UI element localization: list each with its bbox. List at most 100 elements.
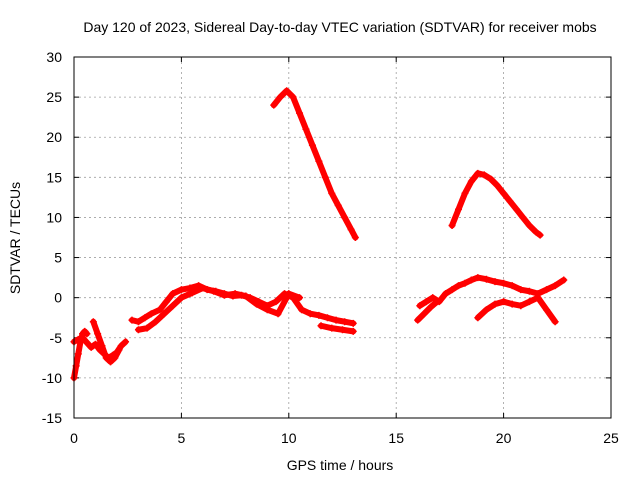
data-point [160, 310, 168, 318]
data-point [276, 93, 284, 101]
data-point [177, 286, 185, 294]
y-tick-label: 10 [46, 209, 62, 225]
data-point [536, 231, 544, 239]
data-point [474, 274, 482, 282]
x-axis-label: GPS time / hours [287, 457, 394, 473]
data-point [242, 292, 250, 300]
data-point [147, 310, 155, 318]
data-point [162, 298, 170, 306]
data-point [474, 169, 482, 177]
data-point [532, 228, 540, 236]
data-point [76, 338, 84, 346]
y-tick-label: 20 [46, 129, 62, 145]
data-point [253, 300, 261, 308]
data-point [341, 318, 349, 326]
data-point [482, 275, 490, 283]
data-point [543, 306, 551, 314]
data-point [210, 287, 218, 295]
data-point [351, 234, 359, 241]
y-tick-label: -10 [42, 370, 62, 386]
data-point [493, 181, 501, 189]
data-point [128, 316, 136, 324]
data-point [177, 294, 185, 302]
data-point [289, 93, 297, 101]
data-point [349, 319, 357, 327]
data-point [199, 284, 207, 292]
y-tick-label: 30 [46, 49, 62, 65]
data-point [525, 287, 533, 295]
data-point [551, 318, 559, 326]
data-point [347, 225, 355, 233]
series-trace [128, 282, 357, 327]
satellite-track-10 [474, 294, 559, 326]
data-point [141, 314, 149, 322]
data-point [321, 173, 329, 181]
data-point [263, 306, 271, 314]
data-point [339, 326, 346, 334]
data-point [186, 284, 194, 292]
data-point [317, 322, 325, 330]
satellite-track-7 [270, 87, 359, 241]
data-point [94, 330, 102, 338]
tick-layer [73, 56, 612, 419]
data-point [442, 290, 450, 298]
data-point [491, 300, 499, 308]
data-point [482, 306, 490, 314]
y-tick-label: 5 [54, 250, 62, 266]
data-point [508, 300, 516, 308]
data-point [98, 342, 106, 350]
data-point [83, 339, 91, 347]
y-tick-label: 15 [46, 169, 62, 185]
data-point [427, 303, 435, 311]
data-point [420, 310, 428, 318]
data-layer [70, 87, 568, 382]
data-point [508, 282, 516, 290]
data-point [341, 213, 349, 221]
data-point [416, 302, 424, 310]
y-tick-label: -5 [50, 330, 63, 346]
data-point [296, 109, 304, 117]
series-trace [270, 87, 359, 241]
satellite-track-11 [448, 169, 544, 239]
data-point [283, 87, 291, 95]
data-point [285, 290, 293, 298]
x-tick-label: 15 [388, 430, 404, 446]
chart-title: Day 120 of 2023, Sidereal Day-to-day VTE… [83, 19, 596, 35]
satellite-track-9 [414, 298, 441, 324]
data-point [89, 318, 97, 326]
data-point [102, 354, 110, 362]
data-point [169, 290, 177, 298]
y-tick-label: 25 [46, 89, 62, 105]
data-point [122, 338, 130, 346]
data-point [500, 298, 508, 306]
data-point [525, 221, 533, 229]
data-point [332, 316, 340, 324]
y-tick-label: -15 [42, 410, 62, 426]
data-point [306, 310, 314, 318]
satellite-track-4 [128, 282, 357, 327]
data-point [308, 141, 316, 149]
data-point [448, 221, 456, 229]
data-point [349, 327, 357, 335]
satellite-track-2 [70, 327, 91, 382]
data-point [506, 197, 514, 205]
data-point [111, 354, 119, 362]
data-point [143, 324, 151, 332]
satellite-track-6 [317, 322, 357, 335]
data-point [296, 294, 304, 302]
data-point [534, 294, 542, 302]
x-tick-label: 5 [178, 430, 186, 446]
data-point [107, 358, 115, 366]
y-axis-label: SDTVAR / TECUs [7, 182, 23, 294]
data-point [454, 205, 462, 213]
y-tick-label: 0 [54, 290, 62, 306]
data-point [512, 205, 520, 213]
data-point [328, 189, 336, 197]
data-point [517, 302, 525, 310]
tick-label-layer: 0 5 10 15 20 25 -15 -10 -5 0 5 10 15 20 25 30 [42, 49, 619, 446]
satellite-track-3 [89, 318, 123, 366]
data-point [500, 189, 508, 197]
data-point [134, 326, 142, 334]
data-point [467, 276, 475, 284]
data-point [220, 291, 228, 299]
